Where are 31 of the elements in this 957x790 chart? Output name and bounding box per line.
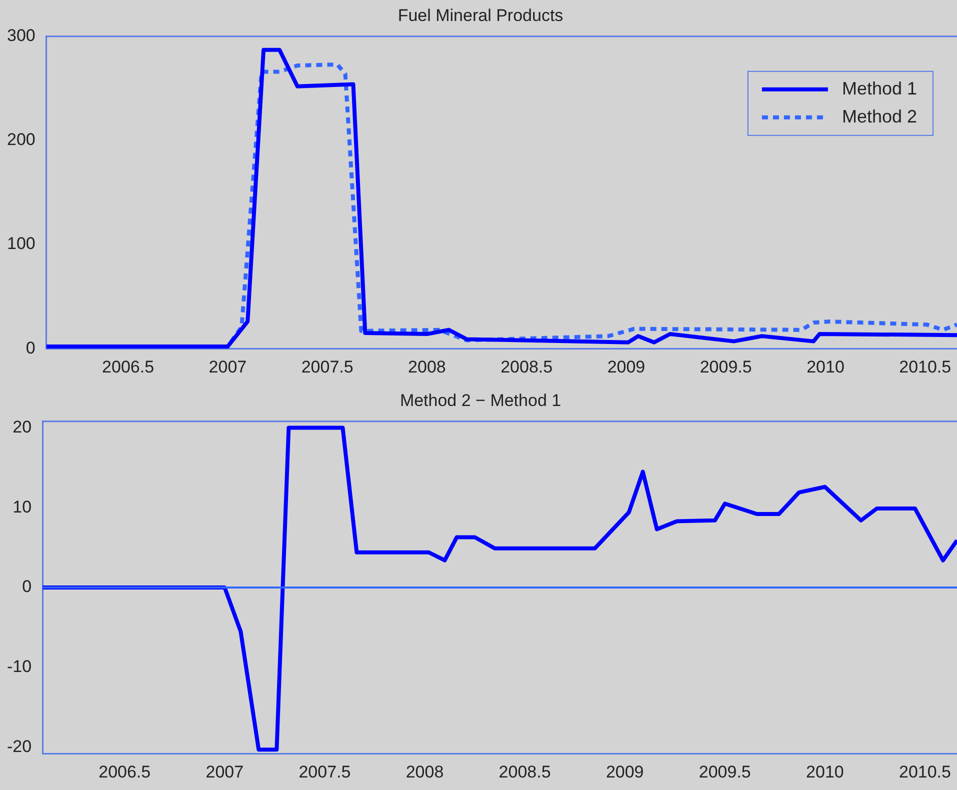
x-tick-label: 2010 <box>806 762 844 782</box>
y-tick-label: 200 <box>6 130 36 150</box>
x-tick-label: 2009 <box>606 762 644 782</box>
y-tick-label: 10 <box>12 497 32 516</box>
y-tick-label: 20 <box>12 417 32 436</box>
x-tick-label: 2007 <box>208 357 247 376</box>
x-tick-label: 2010 <box>806 357 844 376</box>
x-tick-label: 2009 <box>607 357 646 376</box>
x-tick-label: 2008 <box>406 762 444 782</box>
x-tick-label: 2010.5 <box>899 357 952 376</box>
y-tick-label: 100 <box>6 234 36 254</box>
x-tick-label: 2008.5 <box>500 357 553 376</box>
legend-label: Method 1 <box>842 78 918 98</box>
chart-title: Fuel Mineral Products <box>398 6 564 25</box>
chart-title: Method 2 − Method 1 <box>400 390 562 410</box>
x-tick-label: 2009.5 <box>700 357 752 376</box>
x-tick-label: 2008 <box>408 357 446 376</box>
y-tick-label: 300 <box>6 26 36 46</box>
y-tick-label: 0 <box>22 577 32 596</box>
x-tick-label: 2008.5 <box>498 762 551 782</box>
y-tick-label: -10 <box>6 657 32 676</box>
x-tick-label: 2006.5 <box>102 357 154 376</box>
x-tick-label: 2010.5 <box>898 762 951 782</box>
x-tick-label: 2007.5 <box>301 357 354 376</box>
x-tick-label: 2006.5 <box>98 762 151 782</box>
y-tick-label: 0 <box>26 338 36 358</box>
y-tick-label: -20 <box>6 736 32 756</box>
x-tick-label: 2009.5 <box>698 762 751 782</box>
x-tick-label: 2007 <box>206 762 244 782</box>
x-tick-label: 2007.5 <box>298 762 351 782</box>
legend-label: Method 2 <box>842 106 918 126</box>
